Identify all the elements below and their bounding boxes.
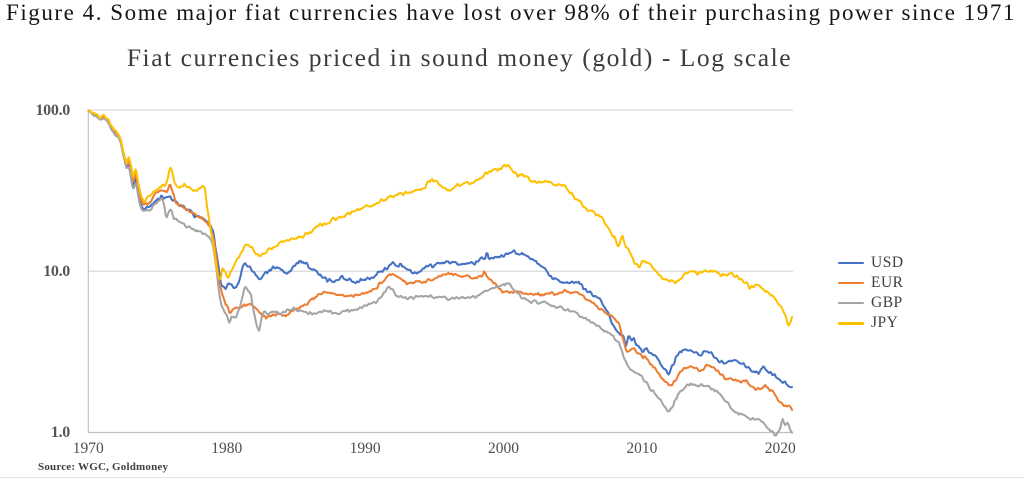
source-note: Source: WGC, Goldmoney xyxy=(38,460,169,473)
x-tick-label-2000: 2000 xyxy=(488,440,519,457)
legend-label-EUR: EUR xyxy=(871,273,904,291)
legend-item-JPY: JPY xyxy=(838,313,898,333)
legend-marker-JPY xyxy=(838,322,864,325)
legend-label-JPY: JPY xyxy=(871,314,899,332)
y-tick-label-10.0: 10.0 xyxy=(43,262,70,280)
x-tick-label-2010: 2010 xyxy=(626,440,658,457)
legend-marker-EUR xyxy=(838,281,864,285)
legend-label-GBP: GBP xyxy=(871,294,903,312)
x-tick-label-2020: 2020 xyxy=(764,440,796,457)
legend-marker-GBP xyxy=(838,301,864,305)
series-line-GBP xyxy=(87,109,794,437)
legend-item-EUR: EUR xyxy=(838,273,904,293)
axes xyxy=(87,109,793,434)
legend-item-USD: USD xyxy=(838,253,904,273)
y-tick-label-100.0: 100.0 xyxy=(35,101,70,119)
chart-title: Fiat currencies priced in sound money (g… xyxy=(126,43,793,72)
gridlines xyxy=(88,109,793,272)
legend-marker-USD xyxy=(838,261,864,265)
bottom-divider-line xyxy=(0,477,1024,478)
series-line-USD xyxy=(87,109,794,389)
series-line-EUR xyxy=(87,109,794,411)
x-tick-label-1990: 1990 xyxy=(349,440,381,457)
x-tick-label-1980: 1980 xyxy=(211,440,243,457)
figure-title: Figure 4. Some major fiat currencies hav… xyxy=(6,0,1016,25)
legend-item-GBP: GBP xyxy=(838,293,903,313)
series-line-JPY xyxy=(87,109,794,327)
x-tick-label-1970: 1970 xyxy=(72,440,104,457)
y-tick-label-1.0: 1.0 xyxy=(50,424,70,441)
legend-label-USD: USD xyxy=(871,253,904,271)
data-series-lines xyxy=(87,109,794,437)
